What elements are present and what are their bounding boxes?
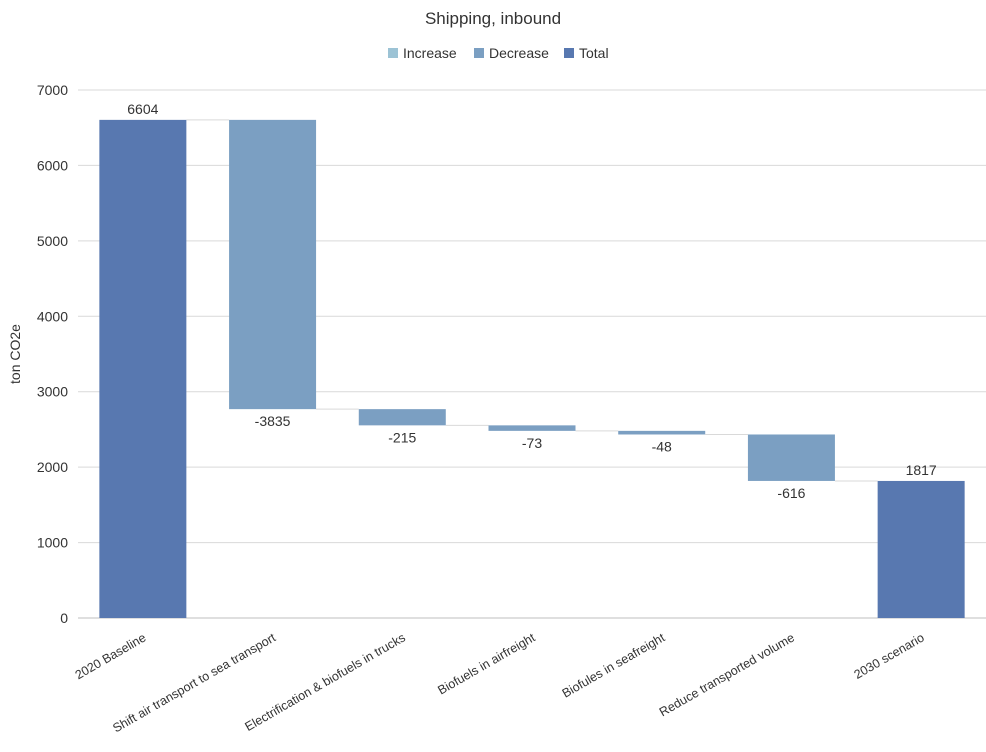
data-label: -3835 [255, 413, 291, 429]
y-tick-label: 0 [60, 610, 68, 626]
legend: Increase Decrease Total [388, 45, 609, 61]
x-tick-label: 2020 Baseline [73, 630, 149, 682]
data-labels: 6604 -3835 -215 -73 -48 -616 1817 [127, 101, 937, 501]
connectors [186, 119, 878, 482]
bar-2 [229, 119, 317, 410]
gridlines [78, 89, 986, 619]
bar-7 [877, 480, 965, 618]
y-tick-label: 1000 [37, 535, 68, 551]
bar-1 [99, 119, 187, 618]
data-label: 6604 [127, 101, 158, 117]
legend-swatch [474, 48, 484, 58]
legend-swatch [388, 48, 398, 58]
data-label: -48 [652, 438, 672, 454]
x-tick-label: Reduce transported volume [657, 630, 797, 719]
bar-4 [488, 425, 576, 431]
bar-3 [358, 409, 446, 426]
legend-label: Total [579, 45, 609, 61]
x-tick-label: 2030 scenario [852, 630, 927, 681]
legend-swatch [564, 48, 574, 58]
x-tick-label: Biofuels in airfreight [435, 630, 538, 697]
y-tick-label: 3000 [37, 384, 68, 400]
data-label: -215 [388, 429, 416, 445]
bars [99, 119, 965, 618]
legend-item-increase: Increase [388, 45, 457, 61]
data-label: 1817 [906, 462, 937, 478]
data-label: -73 [522, 435, 542, 451]
y-tick-label: 7000 [37, 82, 68, 98]
data-label: -616 [777, 485, 805, 501]
y-tick-label: 4000 [37, 308, 68, 324]
bar-5 [618, 430, 706, 435]
x-tick-label: Biofules in seafreight [560, 630, 668, 700]
y-tick-label: 5000 [37, 233, 68, 249]
bar-6 [747, 434, 835, 481]
y-axis: 0 1000 2000 3000 4000 5000 6000 7000 [37, 82, 68, 626]
y-tick-label: 2000 [37, 459, 68, 475]
y-axis-label: ton CO2e [7, 324, 23, 384]
chart-title: Shipping, inbound [425, 9, 561, 28]
legend-label: Decrease [489, 45, 549, 61]
legend-item-total: Total [564, 45, 609, 61]
legend-item-decrease: Decrease [474, 45, 549, 61]
legend-label: Increase [403, 45, 457, 61]
y-tick-label: 6000 [37, 157, 68, 173]
